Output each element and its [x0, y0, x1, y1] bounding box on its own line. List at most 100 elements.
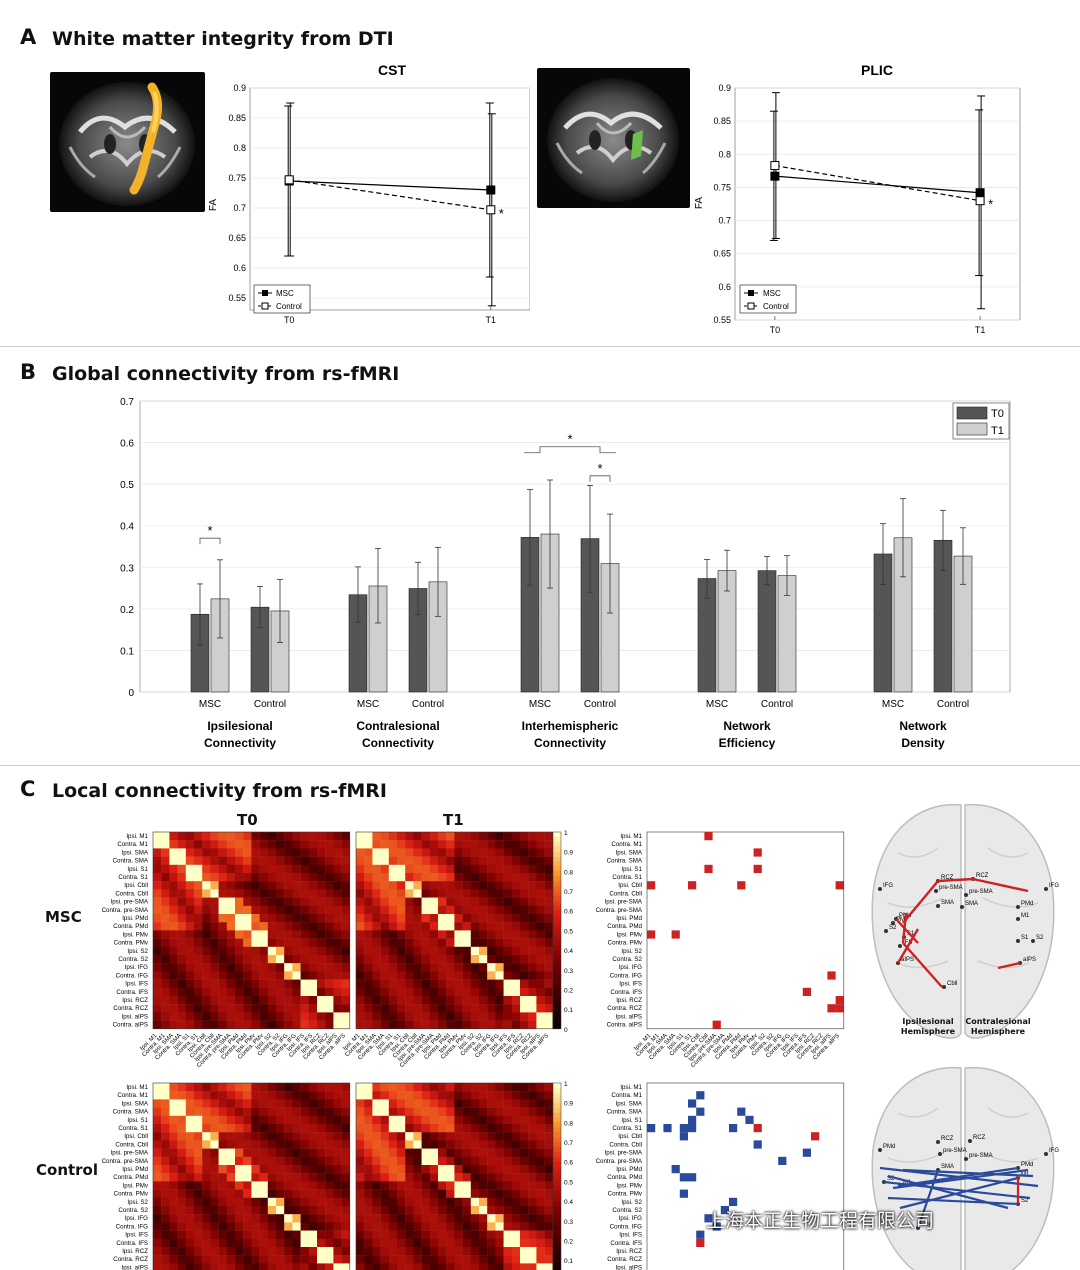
heatmap-cell	[333, 1255, 342, 1264]
heatmap-cell	[202, 1189, 211, 1198]
heatmap-cell	[364, 1020, 373, 1029]
region-row-label: Contra. Cbll	[609, 890, 642, 897]
brain-node	[1044, 887, 1048, 891]
heatmap-cell	[487, 1132, 496, 1141]
heatmap-cell	[210, 1181, 219, 1190]
heatmap-cell	[177, 1115, 186, 1125]
heatmap-cell	[325, 889, 334, 898]
heatmap-cell	[177, 1238, 186, 1248]
heatmap-cell	[429, 1148, 439, 1157]
heatmap-cell	[218, 1004, 227, 1013]
heatmap-cell	[308, 1115, 318, 1125]
heatmap-cell	[528, 1091, 537, 1100]
heatmap-cell	[495, 1115, 504, 1125]
brain-connection-red	[896, 928, 920, 964]
heatmap-cell	[495, 1107, 504, 1116]
colorbar-segment	[553, 895, 561, 902]
heatmap-cell	[169, 1107, 178, 1116]
heatmap-cell	[251, 873, 260, 882]
heatmap-cell	[487, 905, 496, 915]
heatmap-cell	[520, 1004, 529, 1013]
heatmap-cell	[243, 1083, 252, 1092]
heatmap-cell	[421, 1124, 430, 1133]
colorbar-segment	[553, 886, 561, 892]
heatmap-cell	[292, 856, 301, 865]
heatmap-cell	[218, 1230, 227, 1239]
heatmap-cell	[341, 979, 350, 988]
heatmap-cell	[300, 1124, 309, 1133]
heatmap-cell	[325, 971, 334, 980]
heatmap-cell	[276, 930, 285, 939]
heatmap-cell	[487, 1222, 496, 1231]
heatmap-cell	[333, 1099, 342, 1108]
heatmap-cell	[487, 1099, 496, 1108]
brain-node	[964, 1157, 968, 1161]
heatmap-cell	[528, 864, 537, 874]
heatmap-cell	[202, 1255, 211, 1264]
heatmap-cell	[520, 914, 529, 923]
heatmap-cell	[520, 1165, 529, 1174]
heatmap-cell	[202, 1263, 211, 1270]
cst-y-tick-label: 0.9	[233, 83, 246, 93]
heatmap-cell	[276, 832, 285, 841]
heatmap-cell	[544, 1197, 553, 1207]
heatmap-cell	[536, 955, 545, 964]
heatmap-cell	[528, 1189, 537, 1198]
heatmap-cell	[405, 1189, 414, 1198]
heatmap-cell	[300, 1115, 309, 1125]
heatmap-cell	[413, 1206, 422, 1215]
heatmap-cell	[421, 1165, 430, 1174]
heatmap-cell	[388, 1173, 398, 1182]
plic-legend-control: Control	[763, 302, 789, 311]
heatmap-cell	[308, 1197, 318, 1207]
heatmap-cell	[300, 889, 309, 898]
colorbar-segment	[553, 1004, 561, 1010]
heatmap-cell	[226, 1247, 236, 1256]
heatmap-cell	[479, 1099, 488, 1108]
heatmap-cell	[372, 1173, 381, 1182]
region-row-label: Contra. PMd	[607, 923, 642, 930]
heatmap-cell	[511, 1004, 521, 1013]
heatmap-cell	[388, 938, 398, 947]
heatmap-cell	[300, 1148, 309, 1157]
heatmap-cell	[276, 1238, 285, 1248]
heatmap-cell	[388, 889, 398, 898]
heatmap-cell	[446, 1181, 455, 1190]
heatmap-cell	[284, 946, 293, 956]
heatmap-cell	[421, 922, 430, 931]
heatmap-cell	[267, 1115, 277, 1125]
heatmap-cell	[520, 1124, 529, 1133]
heatmap-cell	[300, 1083, 309, 1092]
heatmap-cell	[259, 1189, 268, 1198]
heatmap-cell	[218, 1222, 227, 1231]
significance-cell-blue	[778, 1156, 787, 1165]
heatmap-cell	[267, 864, 277, 874]
heatmap-cell	[333, 1238, 342, 1248]
heatmap-cell	[388, 971, 398, 980]
heatmap-cell	[276, 971, 285, 980]
heatmap-cell	[226, 987, 236, 997]
heatmap-cell	[276, 840, 285, 849]
heatmap-cell	[511, 987, 521, 997]
heatmap-cell	[284, 1012, 293, 1021]
heatmap-cell	[446, 905, 455, 915]
heatmap-cell	[364, 881, 373, 890]
heatmap-cell	[259, 1099, 268, 1108]
heatmap-cell	[194, 987, 203, 997]
heatmap-cell	[341, 1230, 350, 1239]
heatmap-cell	[388, 1091, 398, 1100]
heatmap-cell	[235, 963, 244, 972]
cst-brain-image	[50, 72, 205, 212]
cst-x-tick-label: T0	[284, 315, 295, 325]
heatmap-cell	[454, 1091, 463, 1100]
heatmap-cell	[470, 1214, 480, 1223]
heatmap-cell	[292, 873, 301, 882]
region-row-label: Contra. pre-SMA	[596, 907, 643, 914]
heatmap-cell	[251, 914, 260, 923]
heatmap-cell	[544, 889, 553, 898]
heatmap-cell	[243, 1247, 252, 1256]
heatmap-cell	[405, 1099, 414, 1108]
heatmap-cell	[520, 897, 529, 906]
heatmap-cell	[438, 946, 447, 956]
heatmap-cell	[185, 914, 195, 923]
